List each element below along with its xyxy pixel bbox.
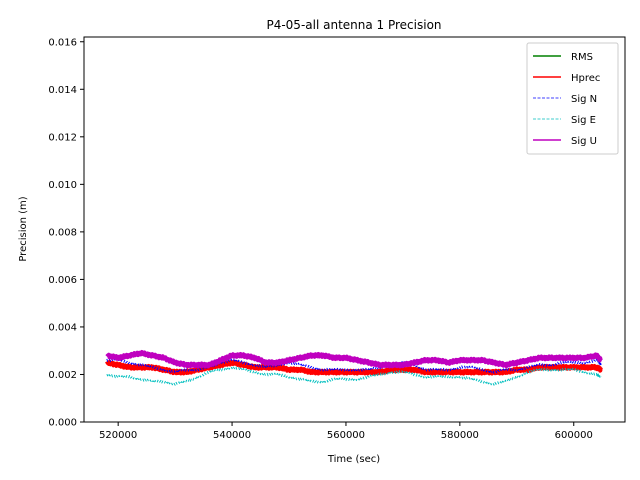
y-tick-label: 0.004: [48, 322, 77, 333]
legend-label: Sig N: [571, 94, 597, 105]
y-tick-label: 0.016: [48, 37, 77, 48]
series-line-sig-u: [105, 350, 603, 369]
legend-label: Sig E: [571, 115, 596, 126]
chart-title: P4-05-all antenna 1 Precision: [266, 18, 441, 32]
y-tick-label: 0.008: [48, 227, 77, 238]
y-tick-label: 0.010: [48, 180, 77, 191]
legend-label: Sig U: [571, 136, 597, 147]
x-axis-title: Time (sec): [327, 454, 380, 465]
y-tick-label: 0.012: [48, 132, 77, 143]
x-tick-label: 560000: [327, 430, 365, 441]
series-line-sig-n: [106, 358, 602, 374]
y-tick-label: 0.002: [48, 370, 77, 381]
x-tick-label: 540000: [213, 430, 251, 441]
legend-box: [526, 42, 619, 155]
y-axis: 0.000 0.002 0.004 0.006 0.008 0.010 0.012 0.014…: [48, 37, 84, 429]
x-tick-label: 600000: [555, 430, 593, 441]
legend-label: RMS: [571, 52, 593, 63]
y-tick-label: 0.014: [48, 85, 77, 96]
series-layer: [105, 350, 603, 386]
y-tick-label: 0.000: [48, 418, 77, 429]
legend: RMS Hprec Sig N Sig E Sig U: [526, 42, 619, 155]
y-tick-label: 0.006: [48, 275, 77, 286]
legend-label: Hprec: [571, 73, 600, 84]
series-line-sig-e: [106, 365, 602, 386]
x-tick-label: 520000: [99, 430, 137, 441]
y-axis-title: Precision (m): [18, 196, 29, 261]
plot-area-frame: [83, 36, 626, 423]
x-tick-label: 580000: [441, 430, 479, 441]
x-axis: 520000 540000 560000 580000 600000: [99, 422, 593, 441]
